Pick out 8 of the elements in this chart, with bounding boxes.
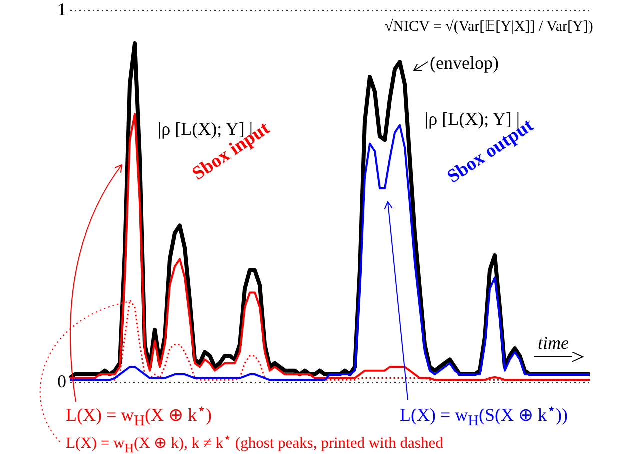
y-tick-label: 1 [58,0,66,20]
text: L(X) = w$_{H}$(S(X ⊕ k$^{⋆}$)) [400,402,568,430]
text: L(X) = w$_{H}$(X ⊕ k$^{⋆}$) [66,402,212,430]
annotation: (envelop) [430,53,499,73]
annotation: √NICV = √(Var[𝔼[Y|X]] / Var[Y]) [385,19,594,35]
y-tick-label: 0 [58,372,66,392]
text: L(X) = w$_{H}$(X ⊕ k), k ≠ k$^{⋆}$ (ghost peaks, printed with dashed [66,430,444,454]
annotation: time [538,333,569,353]
